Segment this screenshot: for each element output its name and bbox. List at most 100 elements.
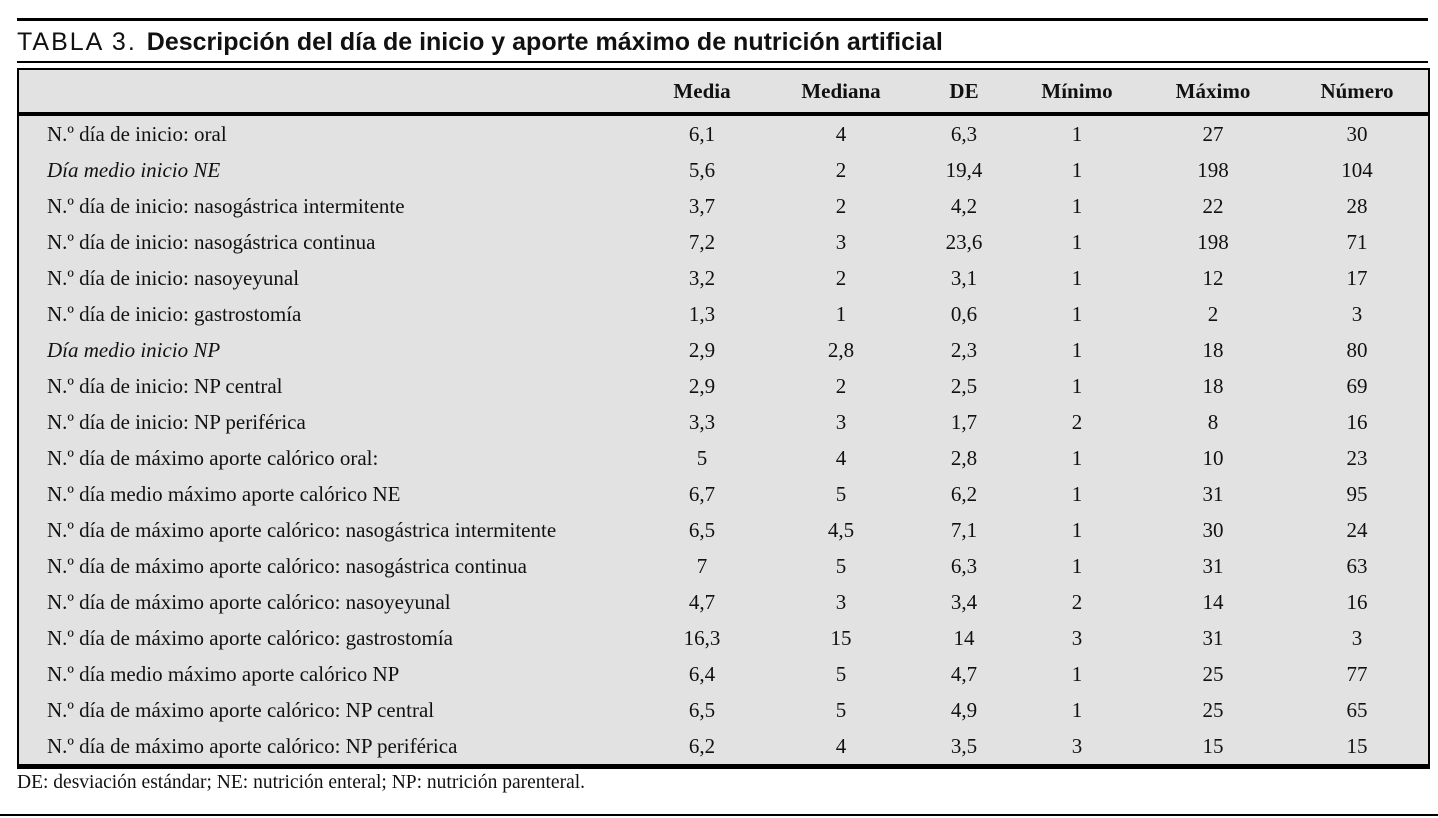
- cell-numero: 63: [1346, 553, 1368, 578]
- cell-media: 3,2: [688, 265, 716, 290]
- cell-numero: 3: [1351, 625, 1363, 650]
- cell-mediana: 2,8: [827, 337, 855, 362]
- cell-media: 7,2: [688, 229, 716, 254]
- table-row: N.º día de máximo aporte calórico: NP pe…: [18, 728, 1429, 767]
- row-label: N.º día de máximo aporte calórico: nasoy…: [47, 589, 451, 614]
- cell-de: 23,6: [945, 229, 983, 254]
- row-label: N.º día de inicio: nasogástrica continua: [47, 229, 376, 254]
- row-label: N.º día de máximo aporte calórico: NP pe…: [47, 733, 458, 758]
- cell-media: 7: [696, 553, 708, 578]
- table-row: Día medio inicio NP 2,9 2,8 2,3 1 18 80: [18, 332, 1429, 368]
- cell-media: 1,3: [688, 301, 716, 326]
- cell-numero: 23: [1346, 445, 1368, 470]
- table-row: N.º día de inicio: NP periférica 3,3 3 1,7 2…: [18, 404, 1429, 440]
- cell-de: 1,7: [950, 409, 978, 434]
- row-label: N.º día de máximo aporte calórico: NP ce…: [47, 697, 435, 722]
- cell-mediana: 5: [835, 481, 847, 506]
- cell-minimo: 1: [1071, 193, 1083, 218]
- column-header-spacer: [18, 69, 636, 116]
- table-row: N.º día de inicio: gastrostomía 1,3 1 0,6 1 2…: [18, 296, 1429, 332]
- table-row: N.º día de máximo aporte calórico: nasog…: [18, 548, 1429, 584]
- cell-maximo: 10: [1202, 445, 1224, 470]
- cell-minimo: 1: [1071, 121, 1083, 146]
- cell-mediana: 4: [835, 733, 847, 758]
- cell-de: 0,6: [950, 301, 978, 326]
- cell-minimo: 1: [1071, 553, 1083, 578]
- cell-media: 6,4: [688, 661, 716, 686]
- cell-maximo: 31: [1202, 625, 1224, 650]
- cell-media: 16,3: [683, 625, 721, 650]
- cell-maximo: 31: [1202, 553, 1224, 578]
- cell-mediana: 1: [835, 301, 847, 326]
- cell-numero: 104: [1341, 157, 1373, 182]
- cell-minimo: 1: [1071, 157, 1083, 182]
- cell-de: 19,4: [945, 157, 983, 182]
- row-label: N.º día de inicio: nasoyeyunal: [47, 265, 300, 290]
- cell-numero: 24: [1346, 517, 1368, 542]
- cell-maximo: 15: [1202, 733, 1224, 758]
- cell-maximo: 14: [1202, 589, 1224, 614]
- column-header-maximo: Máximo: [1140, 69, 1286, 116]
- cell-numero: 16: [1346, 409, 1368, 434]
- row-label: N.º día de máximo aporte calórico oral:: [47, 445, 379, 470]
- cell-maximo: 198: [1197, 229, 1229, 254]
- cell-de: 3,1: [950, 265, 978, 290]
- table-row: N.º día de inicio: NP central 2,9 2 2,5 1 18 6…: [18, 368, 1429, 404]
- cell-minimo: 3: [1071, 733, 1083, 758]
- table-row: N.º día de inicio: nasogástrica intermit…: [18, 188, 1429, 224]
- cell-media: 6,5: [688, 697, 716, 722]
- header-row: Media Mediana DE Mínimo Máximo Número: [18, 69, 1429, 116]
- cell-minimo: 3: [1071, 625, 1083, 650]
- cell-numero: 15: [1346, 733, 1368, 758]
- cell-de: 7,1: [950, 517, 978, 542]
- cell-mediana: 4: [835, 445, 847, 470]
- footnote: DE: desviación estándar; NE: nutrición e…: [17, 772, 586, 793]
- column-header-mediana: Mediana: [768, 69, 914, 116]
- cell-minimo: 2: [1071, 409, 1083, 434]
- cell-mediana: 5: [835, 697, 847, 722]
- cell-media: 3,7: [688, 193, 716, 218]
- cell-de: 2,5: [950, 373, 978, 398]
- cell-media: 3,3: [688, 409, 716, 434]
- cell-mediana: 15: [830, 625, 852, 650]
- cell-mediana: 3: [835, 409, 847, 434]
- table-row: N.º día de inicio: oral 6,1 4 6,3 1 27 30: [18, 114, 1429, 152]
- cell-numero: 28: [1346, 193, 1368, 218]
- cell-numero: 77: [1346, 661, 1368, 686]
- table-header: Media Mediana DE Mínimo Máximo Número: [18, 69, 1429, 116]
- cell-minimo: 1: [1071, 373, 1083, 398]
- table-row: N.º día de inicio: nasoyeyunal 3,2 2 3,1 1 12…: [18, 260, 1429, 296]
- cell-numero: 95: [1346, 481, 1368, 506]
- column-header-de: DE: [914, 69, 1014, 116]
- data-table: Media Mediana DE Mínimo Máximo Número N.º día…: [17, 68, 1430, 769]
- cell-media: 2,9: [688, 373, 716, 398]
- table-row: N.º día de inicio: nasogástrica continua…: [18, 224, 1429, 260]
- cell-numero: 30: [1346, 121, 1368, 146]
- row-label: N.º día de inicio: NP periférica: [47, 409, 306, 434]
- cell-numero: 16: [1346, 589, 1368, 614]
- column-header-numero: Número: [1286, 69, 1429, 116]
- cell-minimo: 1: [1071, 229, 1083, 254]
- cell-mediana: 4: [835, 121, 847, 146]
- cell-media: 5: [696, 445, 708, 470]
- cell-numero: 80: [1346, 337, 1368, 362]
- caption-text: Descripción del día de inicio y aporte m…: [146, 28, 943, 56]
- cell-minimo: 1: [1071, 517, 1083, 542]
- cell-mediana: 2: [835, 193, 847, 218]
- cell-mediana: 3: [835, 589, 847, 614]
- cell-mediana: 2: [835, 373, 847, 398]
- table-body: N.º día de inicio: oral 6,1 4 6,3 1 27 30 Día m…: [18, 114, 1429, 767]
- cell-maximo: 30: [1202, 517, 1224, 542]
- column-header-minimo: Mínimo: [1014, 69, 1140, 116]
- cell-media: 6,5: [688, 517, 716, 542]
- table-row: N.º día de máximo aporte calórico oral: 5…: [18, 440, 1429, 476]
- cell-media: 6,1: [688, 121, 716, 146]
- top-rule: [17, 18, 1428, 21]
- cell-minimo: 1: [1071, 445, 1083, 470]
- row-label: N.º día de inicio: gastrostomía: [47, 301, 302, 326]
- cell-de: 3,5: [950, 733, 978, 758]
- table-caption: TABLA 3. Descripción del día de inicio y …: [17, 25, 1428, 63]
- cell-media: 5,6: [688, 157, 716, 182]
- cell-mediana: 2: [835, 157, 847, 182]
